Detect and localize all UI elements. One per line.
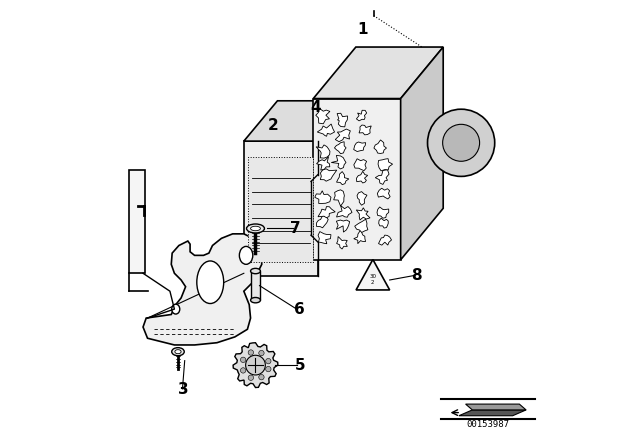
- Polygon shape: [335, 142, 346, 154]
- Polygon shape: [356, 259, 390, 290]
- Polygon shape: [356, 208, 370, 220]
- Polygon shape: [459, 410, 526, 416]
- Polygon shape: [318, 207, 335, 218]
- Polygon shape: [354, 159, 367, 171]
- Polygon shape: [356, 171, 368, 183]
- Circle shape: [259, 375, 264, 380]
- Text: 1: 1: [357, 22, 368, 37]
- Circle shape: [248, 350, 253, 355]
- Ellipse shape: [175, 349, 181, 354]
- Polygon shape: [316, 108, 330, 124]
- Text: 00153987: 00153987: [467, 420, 509, 429]
- Polygon shape: [314, 99, 401, 260]
- Circle shape: [241, 357, 246, 362]
- Polygon shape: [337, 113, 348, 127]
- Circle shape: [259, 350, 264, 356]
- Polygon shape: [354, 142, 365, 151]
- Polygon shape: [318, 232, 331, 244]
- Polygon shape: [356, 110, 367, 121]
- Ellipse shape: [251, 297, 260, 303]
- Polygon shape: [320, 169, 337, 181]
- Text: 8: 8: [411, 268, 422, 283]
- Polygon shape: [337, 237, 348, 249]
- Circle shape: [248, 375, 253, 380]
- Polygon shape: [333, 190, 344, 206]
- Polygon shape: [378, 188, 390, 199]
- Polygon shape: [316, 145, 330, 158]
- Polygon shape: [233, 343, 278, 388]
- Polygon shape: [337, 206, 352, 217]
- Polygon shape: [359, 125, 371, 135]
- Polygon shape: [337, 172, 349, 185]
- Circle shape: [443, 125, 479, 161]
- Text: 6: 6: [294, 302, 305, 317]
- Circle shape: [266, 358, 271, 364]
- Text: 30
2: 30 2: [369, 274, 376, 285]
- Polygon shape: [466, 404, 526, 410]
- Ellipse shape: [197, 261, 224, 304]
- Text: 4: 4: [310, 100, 321, 115]
- Polygon shape: [337, 220, 349, 232]
- Circle shape: [246, 355, 266, 375]
- Polygon shape: [378, 235, 392, 245]
- Text: 2: 2: [268, 118, 278, 133]
- Polygon shape: [314, 47, 443, 99]
- Bar: [252, 271, 260, 300]
- Polygon shape: [129, 170, 145, 273]
- Ellipse shape: [251, 268, 260, 274]
- Polygon shape: [354, 230, 365, 244]
- Polygon shape: [379, 218, 388, 228]
- Polygon shape: [244, 141, 317, 276]
- Polygon shape: [375, 170, 389, 185]
- Circle shape: [428, 109, 495, 177]
- Polygon shape: [317, 156, 330, 170]
- Ellipse shape: [251, 226, 260, 231]
- Circle shape: [266, 366, 271, 372]
- Polygon shape: [355, 219, 368, 233]
- Polygon shape: [143, 234, 262, 345]
- Polygon shape: [316, 215, 328, 228]
- Polygon shape: [244, 101, 351, 141]
- Polygon shape: [374, 140, 387, 154]
- Ellipse shape: [246, 224, 264, 233]
- Polygon shape: [377, 207, 388, 218]
- Text: 3: 3: [178, 382, 189, 397]
- Polygon shape: [401, 47, 443, 260]
- Polygon shape: [335, 129, 350, 142]
- Bar: [248, 157, 314, 262]
- Circle shape: [241, 368, 246, 373]
- Polygon shape: [332, 155, 346, 169]
- Polygon shape: [357, 192, 367, 205]
- Ellipse shape: [239, 246, 253, 264]
- Polygon shape: [378, 159, 392, 171]
- Ellipse shape: [172, 348, 184, 356]
- Polygon shape: [315, 191, 331, 203]
- Polygon shape: [317, 124, 335, 136]
- Ellipse shape: [172, 304, 180, 314]
- Text: 5: 5: [294, 358, 305, 373]
- Text: 7: 7: [290, 221, 301, 236]
